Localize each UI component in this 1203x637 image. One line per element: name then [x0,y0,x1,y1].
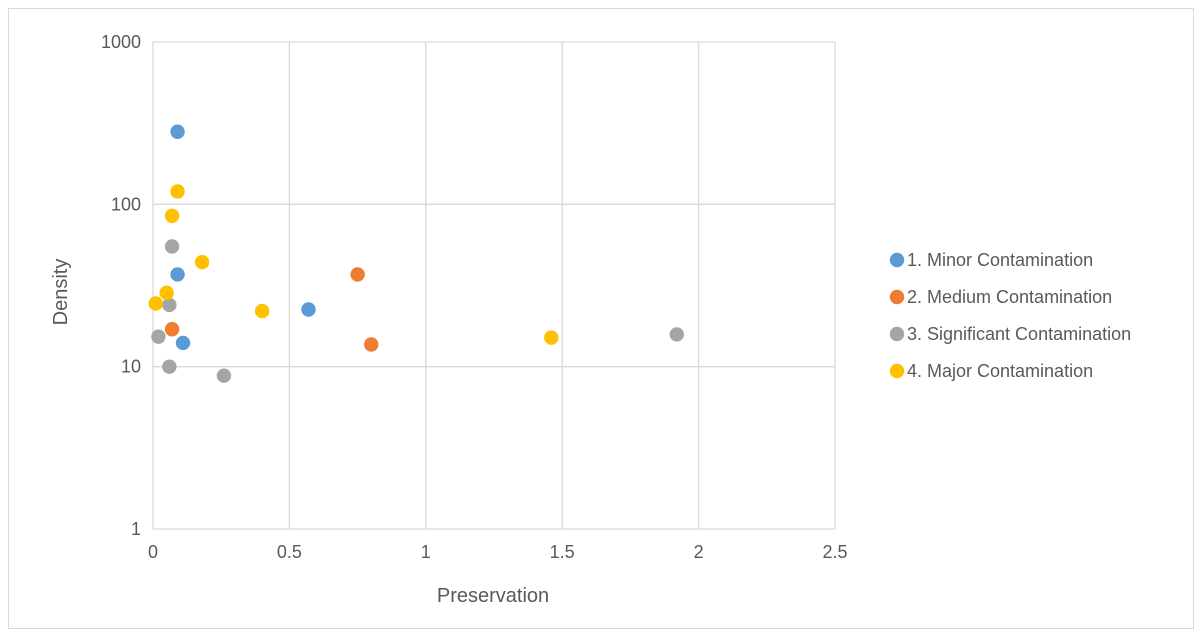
scatter-point-series-3 [164,239,180,254]
y-tick-label: 10 [121,357,141,377]
x-tick-label: 0 [148,542,158,562]
legend-marker [889,363,905,379]
scatter-point-series-4 [254,303,270,319]
scatter-point-series-1 [301,302,316,317]
y-tick-label: 1 [131,519,141,539]
scatter-point-series-2 [350,267,365,282]
x-tick-label: 0.5 [277,542,302,562]
x-tick-label: 1 [421,542,431,562]
scatter-point-series-4 [159,285,174,301]
legend-label: 4. Major Contamination [907,361,1093,381]
legend: 1. Minor Contamination 2. Medium Contamin… [889,250,1131,381]
legend-label: 3. Significant Contamination [907,324,1131,344]
scatter-point-series-4 [148,296,163,311]
scatter-point-series-1 [170,267,185,282]
scatter-chart: 0 0.5 1 1.5 2 2.5 1 10 100 1000 1. Minor Contamin… [50,32,1131,607]
y-tick-label: 100 [111,194,141,214]
scatter-point-series-3 [151,329,166,344]
x-tick-label: 2.5 [822,542,847,562]
scatter-point-series-1 [175,335,191,351]
scatter-point-series-3 [162,297,177,313]
axes: 0 0.5 1 1.5 2 2.5 1 10 100 1000 [101,32,848,562]
legend-marker [889,289,905,305]
scatter-point-series-3 [669,327,684,342]
y-tick-label: 1000 [101,32,141,52]
legend-label: 2. Medium Contamination [907,287,1112,307]
x-tick-label: 1.5 [550,542,575,562]
y-axis-title: Density [50,259,72,326]
scatter-point-series-2 [364,337,379,352]
chart-area: 0 0.5 1 1.5 2 2.5 1 10 100 1000 1. Minor Contamin… [8,8,1194,629]
legend-marker [889,252,905,268]
legend-marker [889,326,905,342]
scatter-point-series-3 [162,359,177,374]
scatter-point-series-4 [170,184,185,199]
x-tick-label: 2 [694,542,704,562]
x-axis-title: Preservation [437,585,549,607]
legend-label: 1. Minor Contamination [907,250,1093,270]
scatter-point-series-2 [164,322,180,337]
scatter-point-series-4 [194,255,210,270]
scatter-point-series-4 [544,330,559,345]
scatter-point-series-3 [216,368,232,383]
scatter-point-series-1 [170,124,185,139]
data-points [148,124,684,383]
gridlines [152,41,836,530]
scatter-point-series-4 [164,208,180,223]
